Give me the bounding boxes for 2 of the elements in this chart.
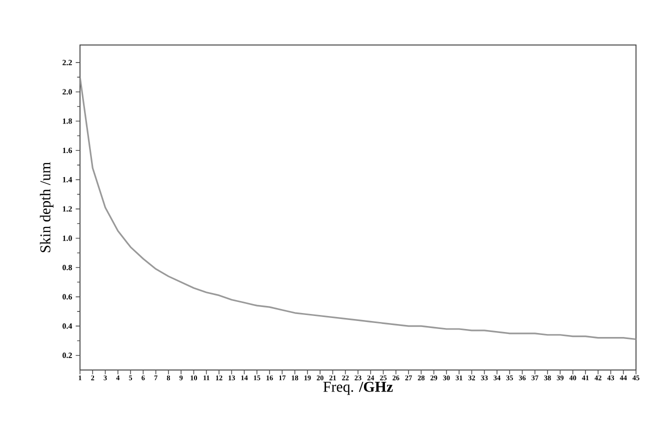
y-axis-title: Skin depth /um [40,162,54,252]
x-axis-title: Freq. /GHz [323,382,393,395]
